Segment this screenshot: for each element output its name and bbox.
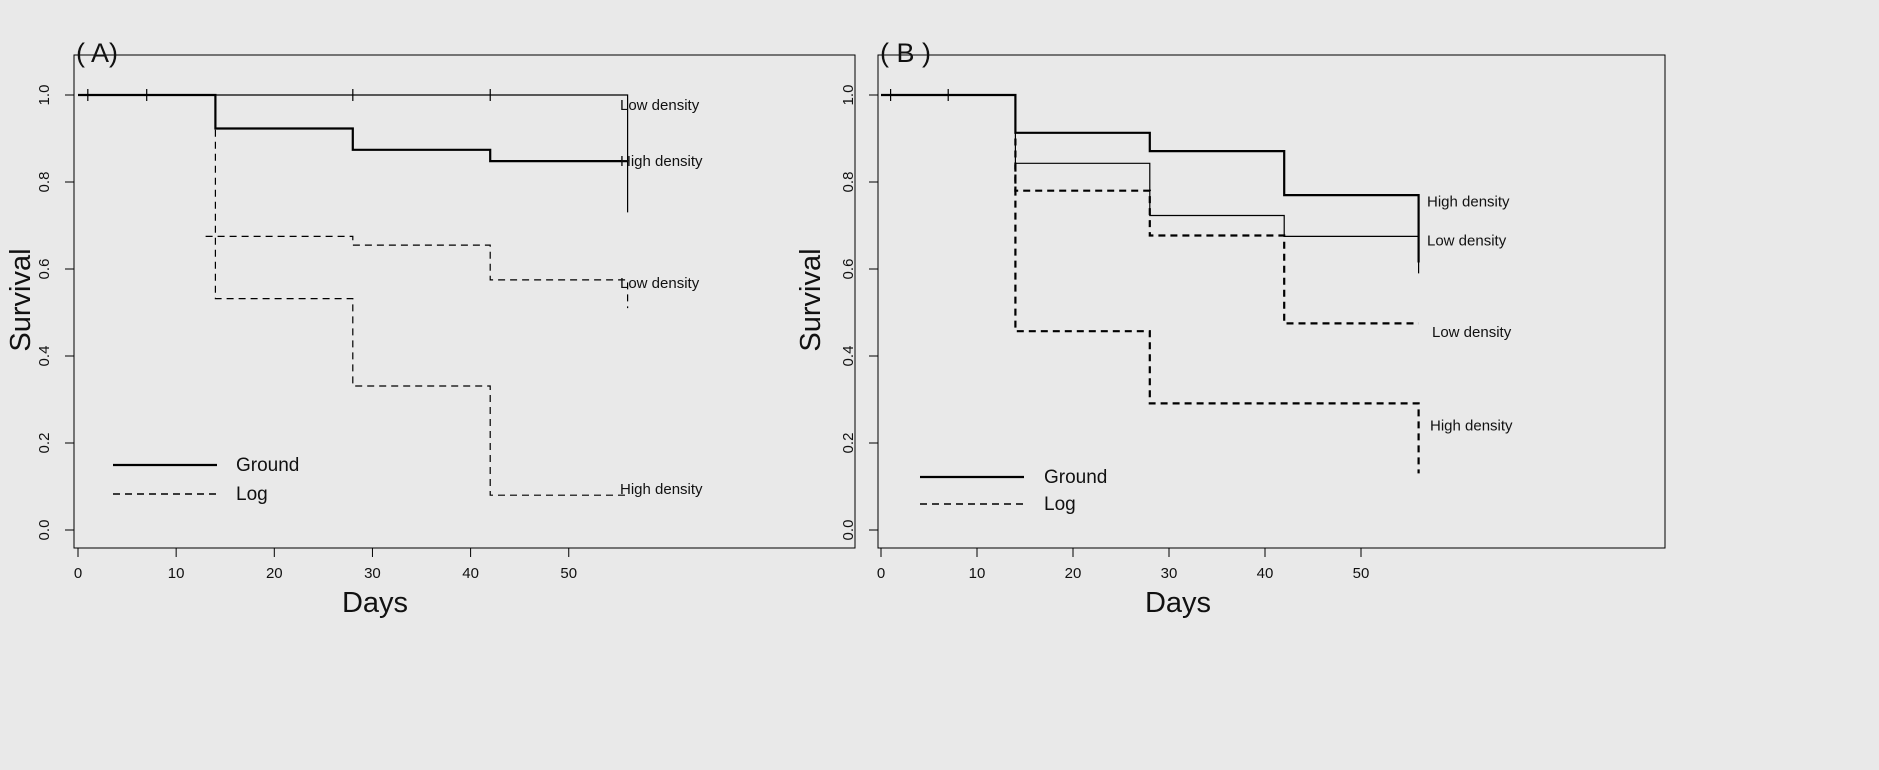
y-tick-label: 0.2 [36, 433, 53, 454]
log-low-density-curve [1014, 138, 1419, 325]
x-tick-label: 20 [266, 565, 283, 582]
legend-label-ground: Ground [236, 455, 299, 476]
curve-label: Low density [620, 97, 700, 114]
legend-label-ground: Ground [1044, 467, 1107, 488]
legend-label-log: Log [1044, 494, 1076, 515]
log-low-density-curve [205, 235, 629, 309]
y-tick-label: 0.8 [36, 172, 53, 193]
plot-frame [73, 54, 856, 549]
ground-low-density-curve [78, 94, 629, 213]
x-tick-label: 40 [462, 565, 479, 582]
x-tick-label: 50 [560, 565, 577, 582]
ground-high-density-curve [78, 93, 628, 163]
x-tick-label: 10 [969, 565, 986, 582]
panel-b: ( B ) 0 10 20 30 40 50 0.0 0.2 0.4 0.6 0.8 1.0 Days Su… [795, 38, 1666, 619]
ground-high-density-curve [881, 93, 1420, 263]
x-tick-label: 40 [1257, 565, 1274, 582]
x-tick-label: 30 [1161, 565, 1178, 582]
ground-low-density-curve [1014, 125, 1420, 274]
y-tick-label: 0.2 [840, 433, 857, 454]
curve-label: High density [1427, 194, 1510, 211]
y-tick-label: 0.6 [36, 259, 53, 280]
y-tick-label: 0.0 [36, 520, 53, 541]
curve-label: Low density [1432, 324, 1512, 341]
y-tick-label: 0.4 [840, 346, 857, 367]
log-high-density-curve [1014, 164, 1420, 474]
curve-label: High density [620, 481, 703, 498]
y-tick-label: 0.6 [840, 259, 857, 280]
log-high-density-curve [214, 129, 628, 496]
x-axis-title: Days [342, 587, 408, 619]
panel-label: ( A) [76, 38, 118, 68]
y-tick-label: 1.0 [36, 85, 53, 106]
curve-label: High density [1430, 418, 1513, 435]
curve-label: Low density [620, 275, 700, 292]
y-tick-label: 0.0 [840, 520, 857, 541]
x-tick-label: 0 [877, 565, 885, 582]
x-tick-label: 10 [168, 565, 185, 582]
legend-label-log: Log [236, 484, 268, 505]
x-tick-label: 30 [364, 565, 381, 582]
y-tick-label: 1.0 [840, 85, 857, 106]
y-axis-title: Survival [5, 248, 37, 351]
y-tick-label: 0.4 [36, 346, 53, 367]
x-tick-label: 20 [1065, 565, 1082, 582]
panel-label: ( B ) [880, 38, 931, 68]
curve-label: High density [620, 153, 703, 170]
x-tick-label: 50 [1353, 565, 1370, 582]
x-tick-label: 0 [74, 565, 82, 582]
plot-frame [877, 54, 1666, 549]
x-axis-title: Days [1145, 587, 1211, 619]
panel-a: ( A) 0 10 20 30 40 50 0.0 0.2 0.4 0.6 0.8 1.0 Days Sur… [5, 38, 856, 619]
curve-label: Low density [1427, 233, 1507, 250]
y-axis-title: Survival [795, 248, 827, 351]
y-tick-label: 0.8 [840, 172, 857, 193]
